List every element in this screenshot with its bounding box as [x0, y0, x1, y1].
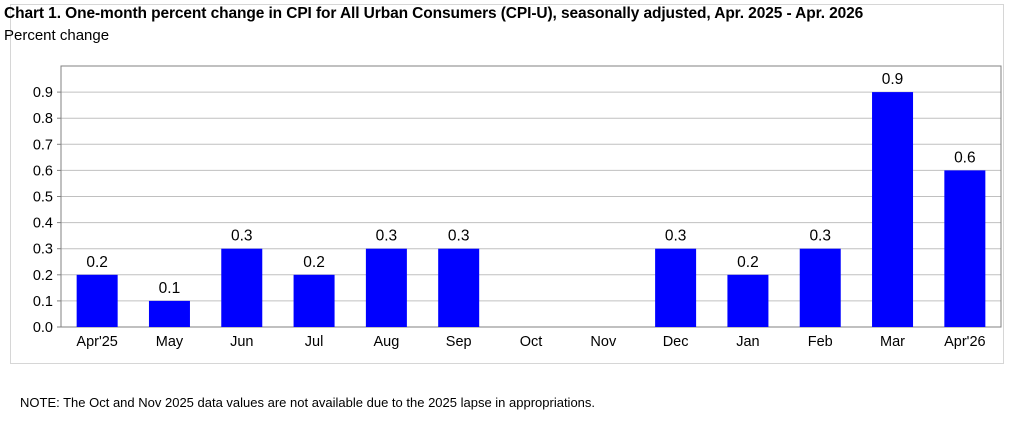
gridlines — [61, 91, 1001, 302]
bars — [76, 92, 986, 327]
y-tick-label: 0.1 — [33, 294, 53, 310]
data-label: 0.3 — [809, 228, 831, 245]
x-tick-label: Apr'25 — [76, 334, 117, 350]
x-tick-label: Jul — [305, 334, 324, 350]
chart-title: Chart 1. One-month percent change in CPI… — [4, 5, 864, 22]
x-tick-label: Nov — [590, 334, 617, 350]
bar-aug — [365, 248, 407, 327]
y-tick-label: 0.9 — [33, 85, 53, 101]
y-tick-label: 0.3 — [33, 242, 53, 258]
bar-jun — [221, 248, 263, 327]
bar-jan — [727, 274, 769, 327]
x-tick-label: Mar — [880, 334, 905, 350]
data-label: 0.2 — [737, 254, 759, 271]
data-label: 0.6 — [954, 149, 976, 166]
bar-may — [148, 300, 190, 327]
bar-mar — [872, 92, 914, 327]
x-tick-labels: Apr'25 May Jun Jul Aug Sep Oct Nov Dec Jan Feb Mar A… — [76, 334, 985, 350]
bar-feb — [799, 248, 841, 327]
data-label: 0.3 — [665, 228, 687, 245]
data-label: 0.3 — [231, 228, 253, 245]
y-tick-labels: 0.0 0.1 0.2 0.3 0.4 0.5 0.6 0.7 0.8 0.9 — [33, 85, 61, 336]
data-label: 0.2 — [86, 254, 108, 271]
x-tick-label: Jun — [230, 334, 253, 350]
y-tick-label: 0.8 — [33, 111, 53, 127]
data-label: 0.2 — [303, 254, 325, 271]
bar-chart: 0.2 0.1 0.3 0.2 0.3 0.3 0.3 0.2 0.3 0.9 0.6 0.0 0.1… — [33, 65, 1002, 350]
x-tick-label: Feb — [808, 334, 833, 350]
bar-sep — [438, 248, 480, 327]
x-tick-label: Sep — [446, 334, 472, 350]
data-label: 0.3 — [448, 228, 470, 245]
bar-dec — [655, 248, 697, 327]
y-tick-label: 0.0 — [33, 320, 53, 336]
y-tick-label: 0.5 — [33, 190, 53, 206]
data-label: 0.3 — [376, 228, 398, 245]
data-label: 0.1 — [159, 280, 181, 297]
y-tick-label: 0.6 — [33, 163, 53, 179]
x-tick-label: Dec — [663, 334, 689, 350]
data-labels: 0.2 0.1 0.3 0.2 0.3 0.3 0.3 0.2 0.3 0.9 0.6 — [86, 71, 975, 297]
x-tick-label: Aug — [373, 334, 399, 350]
x-tick-label: Oct — [520, 334, 543, 350]
y-tick-label: 0.7 — [33, 137, 53, 153]
bar-apr26 — [944, 170, 986, 327]
x-tick-label: Apr'26 — [944, 334, 985, 350]
footnote: NOTE: The Oct and Nov 2025 data values a… — [20, 395, 596, 410]
bar-jul — [293, 274, 335, 327]
chart-frame — [10, 4, 1004, 364]
y-axis-label: Percent change — [4, 27, 110, 44]
y-tick-label: 0.4 — [33, 216, 53, 232]
x-tick-label: May — [156, 334, 184, 350]
y-tick-label: 0.2 — [33, 268, 53, 284]
x-tick-label: Jan — [736, 334, 759, 350]
data-label: 0.9 — [882, 71, 904, 88]
bar-apr25 — [76, 274, 118, 327]
